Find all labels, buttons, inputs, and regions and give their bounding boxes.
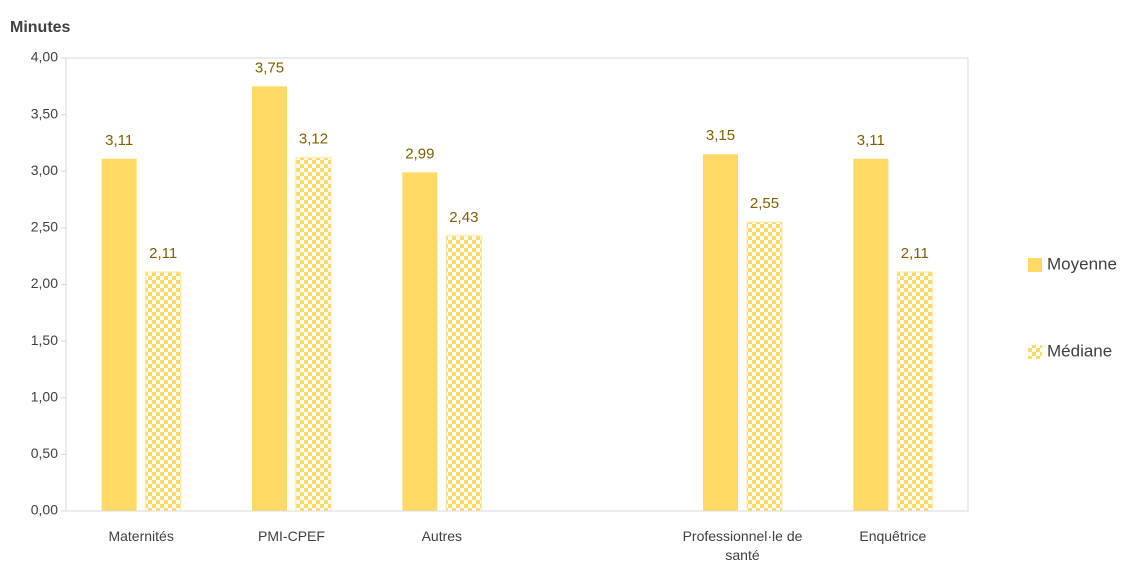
y-tick-label: 4,00	[31, 49, 58, 65]
x-tick-label: Maternités	[108, 528, 174, 544]
data-label: 3,75	[255, 59, 284, 76]
plot-frame	[65, 57, 969, 512]
bar	[295, 157, 332, 512]
y-tick-label: 1,50	[31, 332, 58, 348]
x-tick-label: PMI-CPEF	[258, 528, 325, 544]
data-label: 2,99	[405, 145, 434, 162]
y-tick-label: 3,00	[31, 162, 58, 178]
y-tick-label: 0,00	[31, 502, 58, 518]
bar	[853, 158, 889, 512]
x-tick-label: Enquêtrice	[859, 528, 927, 544]
data-label: 2,11	[901, 245, 929, 262]
legend-swatch	[1028, 345, 1042, 359]
x-tick-label: Professionnel·le de santé	[682, 528, 803, 563]
bar	[101, 158, 137, 512]
legend-label: Moyenne	[1047, 254, 1117, 273]
data-label: 3,11	[857, 132, 885, 149]
bar	[252, 86, 287, 511]
data-label: 2,11	[149, 245, 177, 262]
legend-label: Médiane	[1047, 341, 1112, 360]
data-label: 2,55	[750, 195, 779, 212]
chart-title: Minutes	[10, 19, 71, 36]
bar	[402, 172, 438, 511]
y-tick-label: 2,00	[31, 275, 58, 291]
bar	[145, 271, 182, 512]
data-label: 3,11	[105, 132, 133, 149]
bar	[896, 271, 933, 512]
x-tick-label: Autres	[421, 528, 463, 544]
data-label: 3,12	[299, 131, 328, 148]
y-tick-label: 1,00	[31, 388, 58, 404]
bar	[445, 235, 482, 512]
bar	[703, 154, 738, 511]
legend-swatch	[1028, 258, 1042, 272]
y-tick-label: 0,50	[31, 445, 58, 461]
data-label: 2,43	[449, 209, 478, 226]
data-label: 3,15	[706, 127, 735, 144]
y-tick-label: 3,50	[31, 105, 58, 121]
bar	[746, 221, 783, 512]
y-tick-label: 2,50	[31, 219, 58, 235]
